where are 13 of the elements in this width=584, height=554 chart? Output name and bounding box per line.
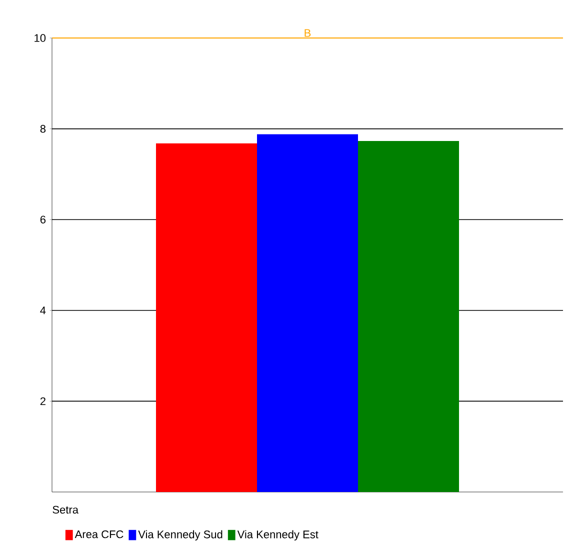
bar (156, 143, 257, 492)
legend-label: Via Kennedy Est (237, 530, 318, 540)
legend-label: Via Kennedy Sud (138, 530, 222, 540)
bar (257, 134, 358, 492)
legend-label: Area CFC (74, 530, 124, 538)
y-tick-label: 6 (40, 216, 46, 224)
y-tick-label: 2 (40, 397, 46, 406)
bar (358, 141, 460, 492)
y-tick-label: 4 (40, 306, 46, 314)
y-tick-label: 10 (34, 34, 46, 42)
y-tick-label: 8 (40, 124, 46, 133)
legend-title: Setra (52, 506, 78, 514)
ref-line-label: B (304, 29, 311, 37)
